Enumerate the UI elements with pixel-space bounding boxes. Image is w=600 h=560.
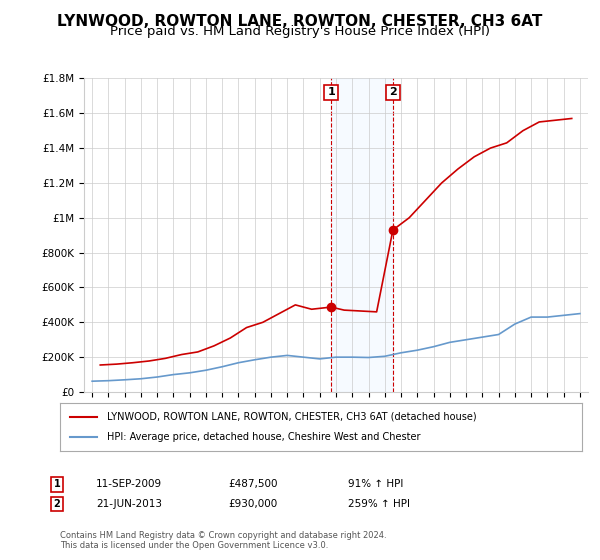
Text: 21-JUN-2013: 21-JUN-2013 (96, 499, 162, 509)
Text: £930,000: £930,000 (228, 499, 277, 509)
Text: LYNWOOD, ROWTON LANE, ROWTON, CHESTER, CH3 6AT: LYNWOOD, ROWTON LANE, ROWTON, CHESTER, C… (58, 14, 542, 29)
Bar (331, 78, 393, 392)
Text: 91% ↑ HPI: 91% ↑ HPI (348, 479, 403, 489)
Text: HPI: Average price, detached house, Cheshire West and Chester: HPI: Average price, detached house, Ches… (107, 432, 421, 442)
Text: Contains HM Land Registry data © Crown copyright and database right 2024.
This d: Contains HM Land Registry data © Crown c… (60, 530, 386, 550)
Text: 259% ↑ HPI: 259% ↑ HPI (348, 499, 410, 509)
Text: 1: 1 (327, 87, 335, 97)
Text: Price paid vs. HM Land Registry's House Price Index (HPI): Price paid vs. HM Land Registry's House … (110, 25, 490, 38)
Text: 1: 1 (53, 479, 61, 489)
Text: 11-SEP-2009: 11-SEP-2009 (96, 479, 162, 489)
Text: £487,500: £487,500 (228, 479, 277, 489)
Text: LYNWOOD, ROWTON LANE, ROWTON, CHESTER, CH3 6AT (detached house): LYNWOOD, ROWTON LANE, ROWTON, CHESTER, C… (107, 412, 476, 422)
Text: 2: 2 (389, 87, 397, 97)
Text: 2: 2 (53, 499, 61, 509)
